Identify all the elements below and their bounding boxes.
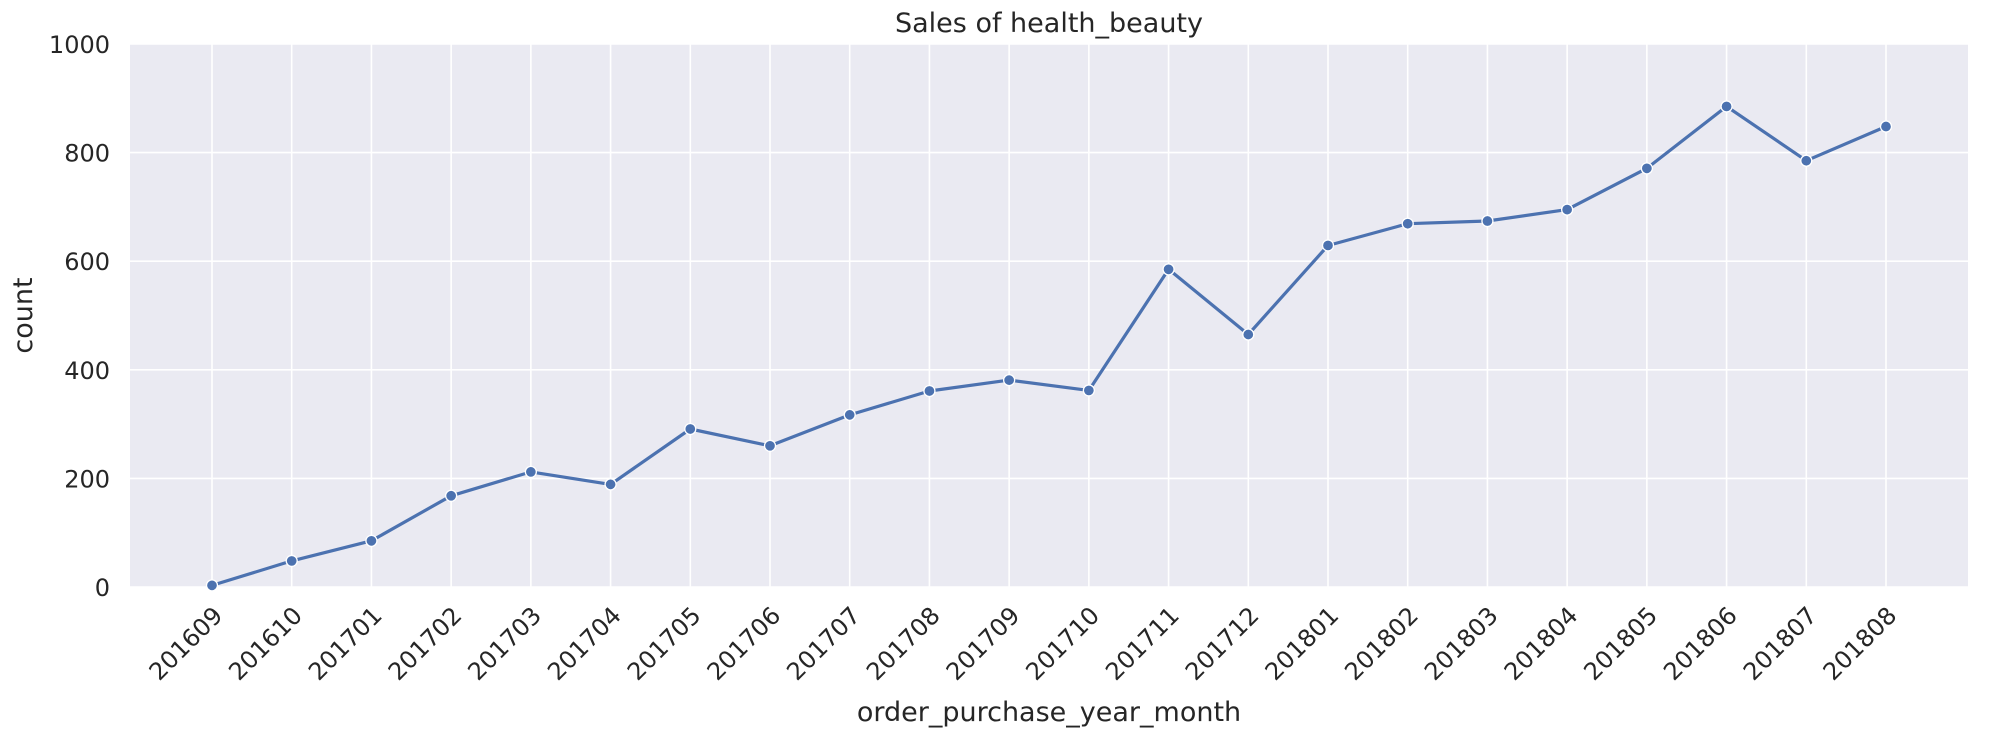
chart-title: Sales of health_beauty: [895, 8, 1203, 39]
data-point: [1481, 214, 1494, 228]
x-tick-label: 201709: [941, 601, 1026, 686]
data-point: [1242, 328, 1255, 341]
x-tick-label: 201808: [1818, 601, 1903, 686]
y-tick-label: 1000: [49, 31, 110, 59]
y-tick-label: 400: [64, 357, 110, 385]
data-point: [365, 534, 378, 547]
data-point: [684, 422, 697, 436]
x-axis-label: order_purchase_year_month: [857, 697, 1241, 728]
x-tick-label: 201705: [622, 601, 707, 686]
x-tick-label: 201805: [1579, 601, 1664, 686]
x-tick-label: 201801: [1260, 601, 1345, 686]
y-tick-label: 200: [64, 465, 110, 493]
x-tick-label: 201803: [1419, 601, 1504, 686]
x-tick-label: 201712: [1180, 601, 1265, 686]
data-point: [1321, 239, 1335, 252]
y-tick-labels: 0 200 400 600 800 1000: [49, 31, 110, 602]
series-markers: [205, 100, 1893, 592]
x-tick-label: 201806: [1658, 601, 1743, 686]
x-tick-labels: 2016092016102017012017022017032017042017…: [144, 601, 1903, 686]
data-point: [1640, 162, 1654, 175]
data-point: [1401, 217, 1414, 230]
data-point: [1162, 263, 1175, 276]
series-line: [210, 104, 1888, 588]
x-tick-label: 201804: [1499, 601, 1584, 686]
y-tick-label: 800: [64, 140, 110, 168]
data-point: [205, 579, 219, 592]
x-tick-label: 201711: [1100, 601, 1185, 686]
x-tick-label: 201702: [383, 601, 468, 686]
data-point: [1800, 154, 1813, 167]
plot-background: [130, 44, 1968, 587]
x-tick-label: 201707: [781, 601, 866, 686]
x-tick-label: 201708: [861, 601, 946, 686]
x-tick-label: 201701: [303, 601, 388, 686]
data-point: [763, 439, 777, 452]
y-axis-label: count: [8, 277, 39, 353]
data-point: [1560, 203, 1574, 216]
data-point: [1879, 120, 1893, 133]
x-tick-label: 201703: [463, 601, 548, 686]
y-tick-label: 0: [95, 574, 110, 602]
data-point: [923, 384, 936, 398]
data-point: [524, 465, 538, 479]
data-point: [444, 489, 458, 502]
x-tick-label: 201802: [1339, 601, 1424, 686]
x-tick-label: 201706: [702, 601, 787, 686]
x-tick-label: 201609: [144, 601, 229, 686]
data-point: [1082, 384, 1096, 397]
series-line-layer: [210, 104, 1888, 588]
data-point: [1720, 100, 1733, 113]
data-point: [604, 478, 617, 491]
y-tick-label: 600: [64, 248, 110, 276]
x-tick-label: 201704: [542, 601, 627, 686]
data-point: [843, 408, 856, 422]
x-tick-label: 201807: [1738, 601, 1823, 686]
x-tick-label: 201710: [1021, 601, 1106, 686]
data-point: [285, 554, 298, 568]
x-tick-label: 201610: [223, 601, 308, 686]
data-point: [1002, 373, 1016, 387]
grid-lines: [130, 43, 1968, 588]
